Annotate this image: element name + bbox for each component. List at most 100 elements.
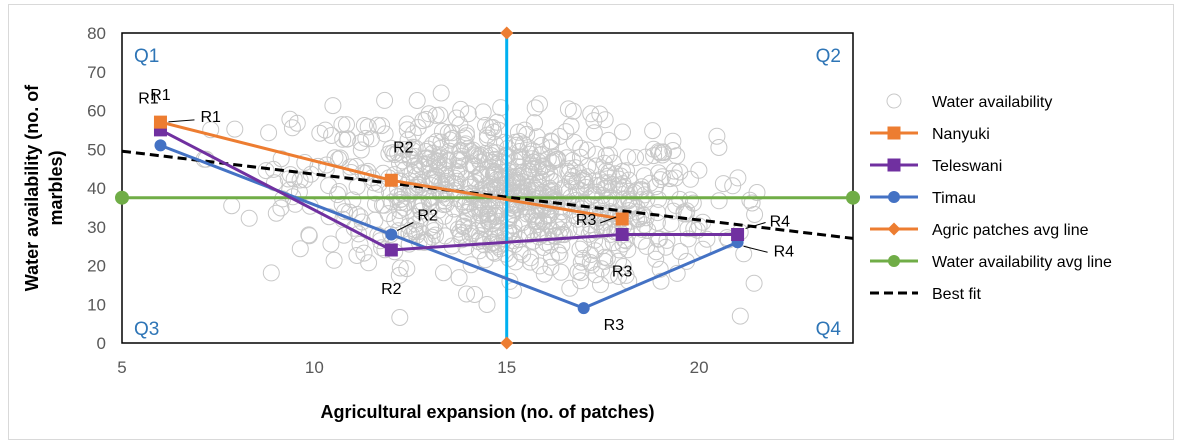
scatter-point — [534, 158, 552, 176]
scatter-point — [441, 131, 459, 149]
scatter-point — [478, 129, 496, 147]
scatter-point — [430, 149, 448, 167]
scatter-point — [404, 125, 422, 143]
point-label: R3 — [576, 212, 597, 229]
scatter-point — [406, 161, 424, 179]
scatter-point — [395, 199, 413, 217]
scatter-point — [334, 130, 352, 148]
scatter-point — [627, 149, 644, 167]
scatter-point — [595, 213, 613, 231]
scatter-point — [344, 191, 362, 209]
scatter-point — [603, 176, 621, 193]
scatter-point — [291, 171, 309, 189]
quadrant-label: Q3 — [134, 319, 159, 340]
scatter-point — [511, 243, 529, 261]
scatter-point — [283, 119, 301, 137]
scatter-point — [637, 209, 655, 227]
scatter-point — [431, 140, 449, 157]
scatter-point — [574, 249, 592, 267]
scatter-point — [569, 263, 587, 280]
scatter-point — [650, 190, 667, 208]
marker-circle — [154, 139, 167, 152]
y-tick-label: 40 — [87, 179, 106, 198]
y-tick-label: 80 — [87, 24, 106, 43]
scatter-point — [467, 170, 485, 188]
legend-label: Teleswani — [932, 158, 1002, 175]
scatter-point — [348, 178, 366, 196]
y-axis-title-line: marbles) — [46, 150, 66, 225]
scatter-point — [509, 123, 527, 141]
scatter-point — [487, 144, 505, 162]
scatter-point — [398, 260, 416, 278]
marker-square — [384, 243, 398, 257]
scatter-point — [668, 264, 686, 282]
scatter-point — [518, 205, 536, 223]
scatter-point — [587, 266, 605, 284]
scatter-point — [638, 237, 656, 255]
point-label: R4 — [774, 243, 795, 260]
marker-circle — [115, 190, 129, 205]
scatter-point — [281, 166, 299, 184]
scatter-point — [296, 154, 314, 171]
scatter-point — [585, 112, 603, 130]
scatter-point — [591, 105, 609, 123]
legend-label: Timau — [932, 190, 976, 207]
scatter-point — [568, 172, 586, 190]
scatter-point — [391, 259, 409, 277]
marker-square — [615, 228, 629, 241]
scatter-point — [391, 154, 408, 172]
scatter-point — [272, 199, 290, 217]
marker-diamond — [500, 26, 514, 40]
scatter-point — [432, 84, 450, 102]
scatter-point — [651, 171, 669, 189]
x-tick-label: 5 — [117, 358, 126, 377]
scatter-point — [478, 296, 496, 313]
scatter-point — [677, 205, 695, 223]
scatter-point — [638, 190, 656, 208]
scatter-point — [614, 123, 631, 141]
scatter-point — [743, 194, 761, 212]
scatter-point — [451, 142, 469, 159]
scatter-point — [410, 222, 428, 240]
scatter-point — [522, 249, 540, 267]
scatter-point — [518, 125, 536, 143]
scatter-point — [698, 230, 716, 248]
scatter-point — [614, 258, 632, 275]
scatter-point — [466, 286, 484, 303]
legend-label: Agric patches avg line — [932, 222, 1089, 239]
scatter-point — [394, 152, 412, 170]
scatter-point — [281, 110, 299, 128]
quadrant-label: Q4 — [816, 319, 842, 340]
y-tick-label: 20 — [87, 257, 106, 276]
scatter-point — [573, 200, 591, 218]
scatter-point — [452, 226, 470, 244]
scatter-point — [453, 193, 471, 211]
scatter-point — [546, 227, 564, 245]
scatter-point — [581, 216, 599, 234]
scatter-point — [644, 122, 662, 140]
scatter-point — [267, 204, 285, 222]
scatter-point — [320, 177, 338, 195]
scatter-point — [526, 114, 543, 132]
point-label: R4 — [770, 214, 791, 231]
scatter-point — [595, 154, 613, 172]
scatter-point — [382, 139, 400, 157]
x-tick-label: 15 — [497, 358, 516, 377]
scatter-point — [322, 235, 340, 253]
scatter-point — [485, 206, 503, 224]
marker-square — [887, 126, 901, 140]
scatter-point — [325, 251, 343, 269]
scatter-point — [531, 95, 548, 113]
scatter-point — [352, 141, 370, 159]
series-layer — [115, 26, 860, 350]
y-tick-label: 50 — [87, 140, 106, 159]
point-labels: R1 R2 R3 R1 R2 R3 R4 R1 R2 R3 R4 — [138, 87, 794, 334]
scatter-point — [474, 215, 492, 233]
legend-label: Water availability avg line — [932, 254, 1112, 271]
scatter-point — [746, 206, 764, 223]
scatter-point — [600, 131, 617, 149]
scatter-point — [351, 235, 369, 253]
marker-circle — [888, 255, 900, 267]
scatter-point — [352, 134, 370, 151]
scatter-point — [435, 207, 453, 225]
